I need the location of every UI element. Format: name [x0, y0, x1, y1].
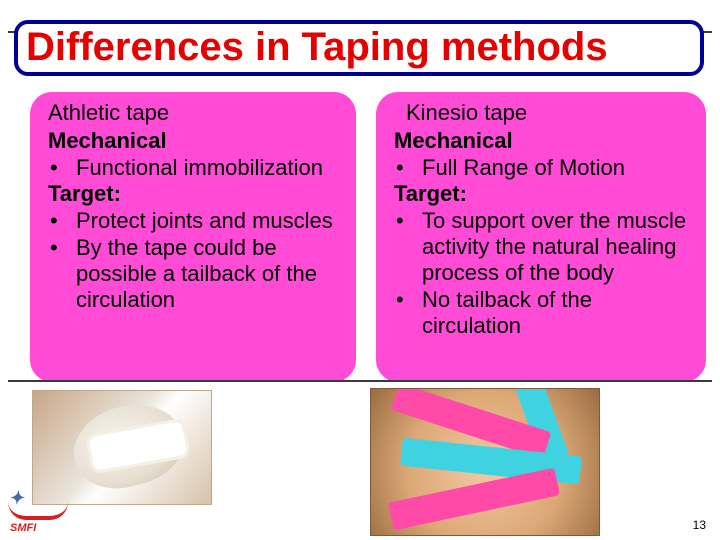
title-container: Differences in Taping methods: [14, 20, 704, 76]
logo-text: SMFI: [10, 522, 36, 534]
right-panel: Kinesio tape Mechanical Full Range of Mo…: [376, 92, 706, 382]
right-sub-target: Target:: [394, 181, 688, 207]
list-item: By the tape could be possible a tailback…: [48, 235, 338, 313]
left-sub-mechanical: Mechanical: [48, 128, 338, 154]
left-bullets-target: Protect joints and muscles By the tape c…: [48, 208, 338, 313]
list-item: Protect joints and muscles: [48, 208, 338, 234]
list-item: To support over the muscle activity the …: [394, 208, 688, 286]
kinesio-tape-image: [370, 388, 600, 536]
right-sub-mechanical: Mechanical: [394, 128, 688, 154]
list-item: No tailback of the circulation: [394, 287, 688, 339]
mid-rule: [8, 380, 712, 382]
left-bullets-mechanical: Functional immobilization: [48, 155, 338, 181]
list-item: Full Range of Motion: [394, 155, 688, 181]
logo: ✦ SMFI: [8, 488, 74, 534]
slide-title: Differences in Taping methods: [26, 26, 692, 68]
right-panel-title: Kinesio tape: [394, 100, 688, 126]
left-sub-target: Target:: [48, 181, 338, 207]
left-panel-title: Athletic tape: [48, 100, 338, 126]
page-number: 13: [693, 518, 706, 532]
list-item: Functional immobilization: [48, 155, 338, 181]
left-panel: Athletic tape Mechanical Functional immo…: [30, 92, 356, 382]
right-bullets-target: To support over the muscle activity the …: [394, 208, 688, 339]
right-bullets-mechanical: Full Range of Motion: [394, 155, 688, 181]
